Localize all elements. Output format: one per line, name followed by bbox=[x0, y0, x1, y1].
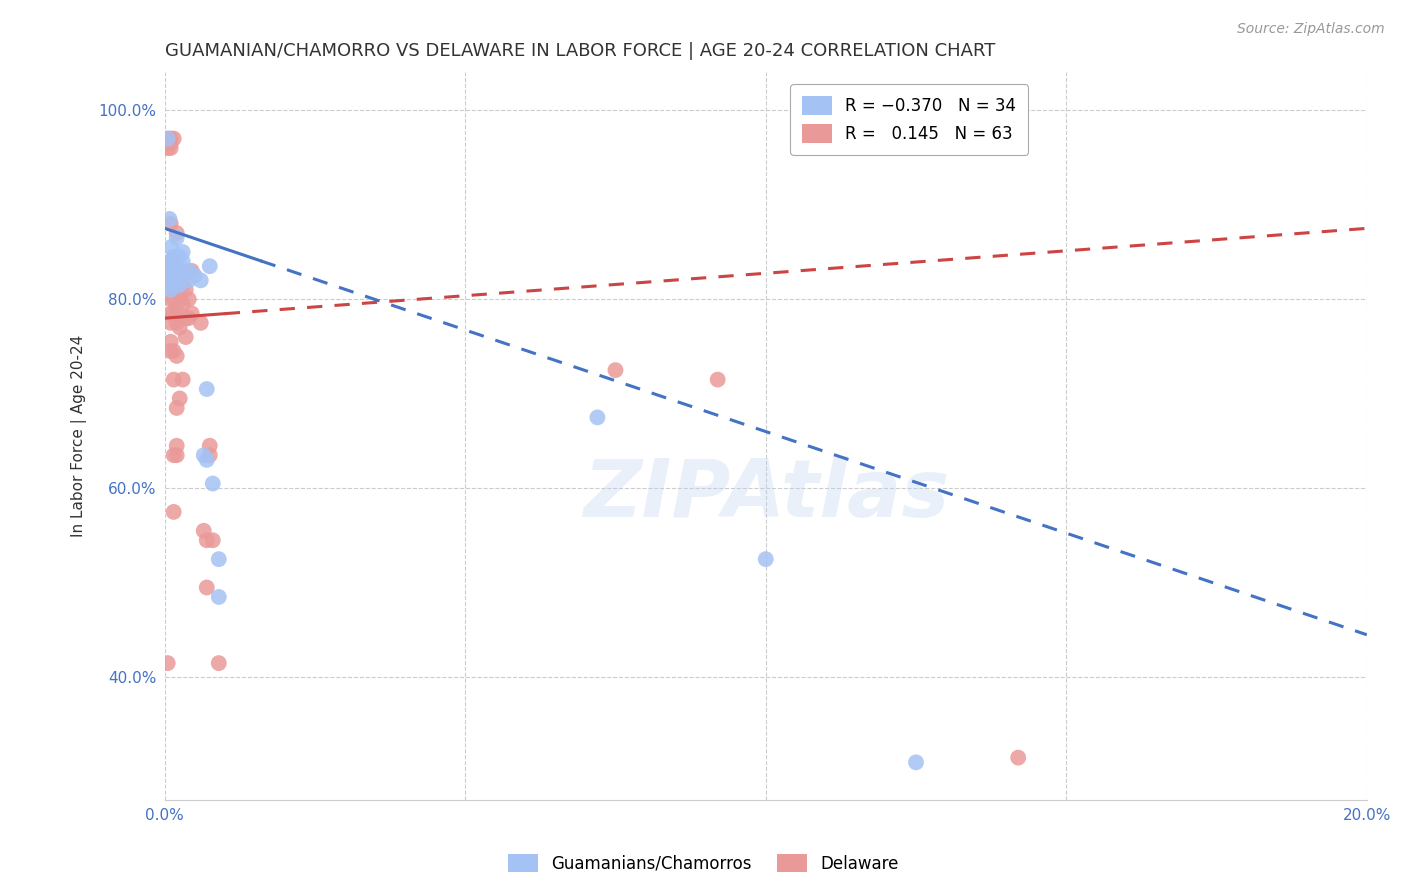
Point bbox=[177, 264, 200, 278]
Point bbox=[169, 292, 191, 306]
Point bbox=[163, 131, 186, 145]
Point bbox=[169, 278, 191, 293]
Point bbox=[177, 273, 200, 287]
Point bbox=[169, 278, 191, 293]
Point bbox=[166, 401, 188, 415]
Text: Source: ZipAtlas.com: Source: ZipAtlas.com bbox=[1237, 22, 1385, 37]
Point bbox=[172, 245, 194, 260]
Point bbox=[166, 231, 188, 245]
Point bbox=[166, 264, 188, 278]
Legend: Guamanians/Chamorros, Delaware: Guamanians/Chamorros, Delaware bbox=[501, 847, 905, 880]
Point bbox=[163, 505, 186, 519]
Point bbox=[198, 439, 221, 453]
Point bbox=[201, 533, 224, 548]
Point bbox=[190, 273, 212, 287]
Point bbox=[156, 141, 179, 155]
Point bbox=[166, 250, 188, 264]
Point bbox=[195, 382, 218, 396]
Point bbox=[195, 453, 218, 467]
Point bbox=[172, 373, 194, 387]
Point bbox=[166, 448, 188, 462]
Point bbox=[159, 131, 181, 145]
Point bbox=[755, 552, 778, 566]
Point bbox=[177, 311, 200, 326]
Point bbox=[169, 250, 191, 264]
Point bbox=[208, 656, 231, 670]
Point bbox=[208, 590, 231, 604]
Point bbox=[159, 217, 181, 231]
Point bbox=[198, 259, 221, 273]
Point bbox=[159, 278, 181, 293]
Point bbox=[905, 756, 928, 770]
Point bbox=[163, 306, 186, 320]
Point bbox=[159, 316, 181, 330]
Point bbox=[159, 240, 181, 254]
Text: ZIPAtlas: ZIPAtlas bbox=[582, 456, 949, 533]
Point bbox=[195, 581, 218, 595]
Point bbox=[163, 278, 186, 293]
Point bbox=[166, 301, 188, 316]
Y-axis label: In Labor Force | Age 20-24: In Labor Force | Age 20-24 bbox=[72, 335, 87, 537]
Point bbox=[177, 292, 200, 306]
Point bbox=[159, 268, 181, 283]
Legend: R = −0.370   N = 34, R =   0.145   N = 63: R = −0.370 N = 34, R = 0.145 N = 63 bbox=[790, 85, 1028, 154]
Point bbox=[163, 268, 186, 283]
Point bbox=[159, 268, 181, 283]
Point bbox=[163, 344, 186, 359]
Point bbox=[180, 264, 202, 278]
Point bbox=[163, 250, 186, 264]
Point bbox=[180, 306, 202, 320]
Point bbox=[159, 283, 181, 297]
Point bbox=[166, 439, 188, 453]
Point bbox=[190, 316, 212, 330]
Point bbox=[163, 448, 186, 462]
Point bbox=[163, 292, 186, 306]
Point bbox=[195, 533, 218, 548]
Point bbox=[159, 292, 181, 306]
Point bbox=[706, 373, 728, 387]
Point bbox=[198, 448, 221, 462]
Point bbox=[174, 311, 197, 326]
Point bbox=[172, 278, 194, 293]
Point bbox=[166, 278, 188, 293]
Point bbox=[172, 254, 194, 268]
Point bbox=[208, 552, 231, 566]
Point bbox=[1007, 750, 1029, 764]
Point bbox=[156, 136, 179, 151]
Point bbox=[159, 306, 181, 320]
Point bbox=[193, 524, 215, 538]
Text: GUAMANIAN/CHAMORRO VS DELAWARE IN LABOR FORCE | AGE 20-24 CORRELATION CHART: GUAMANIAN/CHAMORRO VS DELAWARE IN LABOR … bbox=[165, 42, 995, 60]
Point bbox=[174, 283, 197, 297]
Point bbox=[169, 264, 191, 278]
Point bbox=[159, 141, 181, 155]
Point bbox=[159, 136, 181, 151]
Point bbox=[605, 363, 627, 377]
Point bbox=[184, 268, 207, 283]
Point bbox=[159, 344, 181, 359]
Point bbox=[163, 259, 186, 273]
Point bbox=[166, 226, 188, 240]
Point bbox=[159, 254, 181, 268]
Point bbox=[174, 330, 197, 344]
Point bbox=[169, 392, 191, 406]
Point bbox=[172, 297, 194, 311]
Point bbox=[163, 373, 186, 387]
Point bbox=[166, 349, 188, 363]
Point bbox=[166, 259, 188, 273]
Point bbox=[201, 476, 224, 491]
Point bbox=[163, 268, 186, 283]
Point bbox=[169, 320, 191, 334]
Point bbox=[159, 334, 181, 349]
Point bbox=[163, 254, 186, 268]
Point bbox=[156, 131, 179, 145]
Point bbox=[159, 259, 181, 273]
Point bbox=[156, 131, 179, 145]
Point bbox=[166, 316, 188, 330]
Point bbox=[159, 211, 181, 226]
Point bbox=[586, 410, 609, 425]
Point bbox=[169, 268, 191, 283]
Point bbox=[159, 254, 181, 268]
Point bbox=[193, 448, 215, 462]
Point bbox=[156, 656, 179, 670]
